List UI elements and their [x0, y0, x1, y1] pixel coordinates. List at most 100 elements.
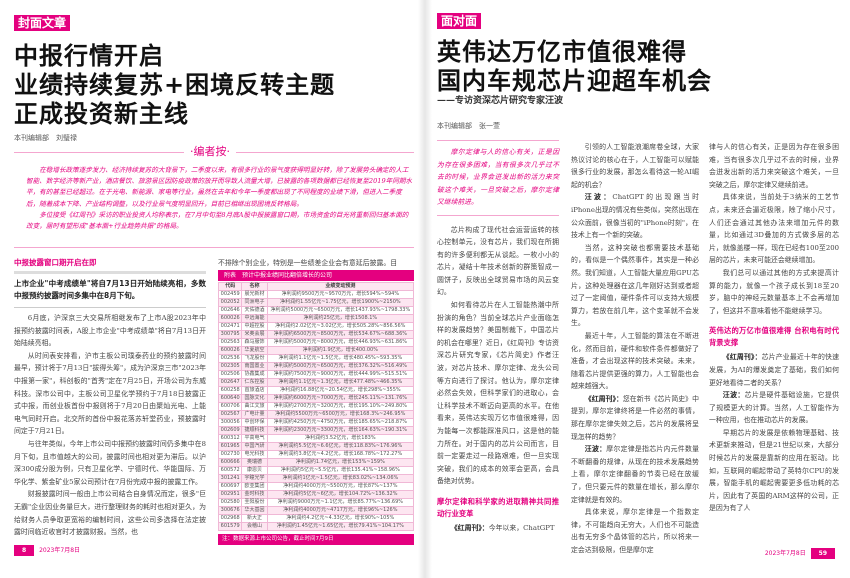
table-cell: 600697 — [217, 481, 243, 491]
table-row: 300795 米奥会展 净利润约6500万元~8500万元，增长534.67%~68… — [217, 329, 415, 339]
table-cell: 米奥会展 — [241, 329, 268, 339]
table-row: 600666 奥瑞德 净利润约1.74亿元，增长153%~159% — [217, 457, 415, 467]
subsection-heading: 英伟达的万亿市值很难得 台积电有时代背景支撑 — [709, 326, 839, 348]
table-row: 600026 华夏航空 净利润约1.9亿元，增长400.00% — [217, 345, 415, 355]
table-row: 301241 宇瞳光学 净利润约1亿元~1.5亿元，增长83.02%~134.06% — [217, 473, 415, 483]
table-row: 600312 平高电气 净利润约3.52亿元，增长183% — [217, 433, 415, 443]
table-cell: 301241 — [217, 473, 243, 483]
table-column: 不排除个别企业，特别是一些绩差企业会有意延后披露。目 附表 预计中报业绩同比翻倍… — [217, 257, 415, 545]
table-row: 002536 飞龙股份 净利润约1.1亿元~1.5亿元，增长480.45%~593.… — [217, 353, 415, 363]
paragraph-text: 今年以来，ChatGPT — [488, 523, 555, 532]
table-cell: 捷顺科技 — [241, 425, 268, 435]
title-line: 正成投资新主线 — [14, 100, 189, 128]
table-cell: 002506 — [217, 369, 243, 379]
right-page: 面对面 英伟达万亿市值很难得 国内车规芯片迎超车机会 ——专访资深芯片研究专家汪… — [425, 0, 850, 578]
paragraph: 汪波：ChatGPT的出现跟当时iPhone出现的情况有些类似，突然出现在公众面… — [571, 191, 699, 241]
left-page: 封面文章 中报行情开启 业绩持续复苏+困境反转主题 正成投资新主线 本刊编辑部 … — [14, 15, 415, 556]
paragraph-text: 律与人的信心有关，正是因为存在很多困难，当有很多次几乎过不去的时候，业界会迸发出… — [709, 143, 839, 189]
table-cell: 森马服饰 — [241, 337, 268, 347]
table-row: 600026 中远海能 净利润约25亿元，增长1508.1% — [217, 313, 415, 323]
paragraph: 财报披露时间一般由上市公司结合自身情况而定，很多"巨无霸"企业因业务量巨大，进行… — [14, 490, 206, 537]
page-gutter — [418, 0, 432, 578]
table-cell: 002647 — [217, 377, 243, 387]
paragraph: 从时间表安排看，沪市主板公司璞泰药业的预约披露时间最早，预计将于7月13日"拔得… — [14, 351, 206, 436]
column-header: 名称 — [241, 281, 268, 291]
table-cell: 中国汽研 — [241, 441, 268, 451]
table-cell: 002567 — [217, 409, 243, 419]
paragraph: 芯片构成了现代社会运营运转的核心控制单元，没有芯片，我们现在所拥有的许多便利都无… — [437, 224, 559, 300]
table-cell: 中创环保 — [241, 417, 268, 427]
paragraph-text: 我们总可以通过其他的方式来提高计算的能力，就像一个孩子成长到18至20岁，脑中的… — [709, 268, 839, 315]
table-cell: 首旅酒店 — [241, 385, 268, 395]
paragraph: 早期芯片的发展是依赖物理基础、技术更新来推动，但是21世纪以来，大部分时候芯片的… — [709, 427, 839, 515]
table-row: 600640 国脉文化 净利润约6000万元~7000万元，增长245.11%~13… — [217, 393, 415, 403]
title-line: 中报行情开启 — [14, 42, 164, 70]
paragraph: 《红周刊》：您在新书《芯片简史》中提到，摩尔定律终将是一件必然的事情，那在摩尔定… — [571, 393, 699, 443]
column-header: 业绩变动预测 — [266, 281, 415, 291]
table-cell: 002471 — [217, 321, 243, 331]
table-caption: 附表 预计中报业绩同比翻倍增长的公司 — [218, 269, 414, 281]
paragraph: 汪波：摩尔定律是指芯片内元件数量不断翻番的规律，从现在的技术发展趋势上看，摩尔定… — [571, 443, 699, 506]
table-cell: 净利润约4000万元~5500万元，增长87%~137% — [266, 481, 415, 491]
table-cell: 002305 — [217, 361, 243, 371]
table-cell: 净利润约5000万元~8000万元，增长446.93%~631.86% — [266, 337, 415, 347]
speaker-label: 汪波： — [584, 193, 613, 202]
paragraph-text: 最近十年，人工智能的算法在不断进化，然而目前，硬件和软件条件都做好了准备，才会出… — [571, 331, 699, 391]
speaker-label: 《红周刊》： — [584, 394, 623, 403]
table-cell: 康恩贝 — [241, 465, 268, 475]
table-cell: 002646 — [217, 305, 243, 315]
table-cell: 净利润约3.52亿元，增长183% — [266, 433, 415, 443]
table-cell: 净利润约5000万元~6500万元，增长376.32%~516.49% — [266, 361, 415, 371]
page-number: 8 — [14, 545, 35, 556]
table-cell: 净利润约1.74亿元，增长153%~159% — [266, 457, 415, 467]
table-cell: 仁东控股 — [241, 377, 268, 387]
table-cell: 同洲电子 — [241, 297, 268, 307]
table-cell: 净利润约5亿元~6亿元，增长104.72%~136.32% — [266, 489, 415, 499]
table-cell: 净利润约1.9亿元，增长400.00% — [266, 345, 415, 355]
table-cell: 南国置业 — [241, 361, 268, 371]
speaker-label: 汪波： — [722, 391, 745, 400]
column-2: 引领的人工智能浪潮席卷全球，大家热议讨论的核心在于，人工智能可以赋能很多行业的发… — [571, 141, 699, 557]
table-cell: 002459 — [217, 289, 243, 299]
paragraph: 引领的人工智能浪潮席卷全球，大家热议讨论的核心在于，人工智能可以赋能很多行业的发… — [571, 141, 699, 191]
table-cell: 新大正 — [241, 513, 268, 523]
editor-note-heading: ·编者按· — [184, 145, 236, 159]
paragraph: 《红周刊》：今年以来，ChatGPT — [437, 522, 559, 535]
page-footer: 2023年7月8日 59 — [725, 548, 835, 559]
table-row: 300056 中创环保 净利润约4250万元~4750万元，增长185.65%~21… — [217, 417, 415, 427]
table-cell: 净利润约2700万元~3200万元，增长195.10%~249.80% — [266, 401, 415, 411]
table-cell: 金时科技 — [241, 489, 268, 499]
table-cell: 平高电气 — [241, 433, 268, 443]
table-cell: 300676 — [217, 505, 243, 515]
table-cell: 华大基因 — [241, 505, 268, 515]
subtitle: ——专访资深芯片研究专家汪波 — [437, 96, 564, 106]
subsection-heading: 摩尔定律和科学家的进取精神共同推动行业变革 — [437, 496, 559, 518]
speaker-label: 汪波： — [584, 445, 607, 454]
editor-note-text: 在稳增长政策逐步发力、经济持续复苏的大背景下，二季度以来，有很多行业的景气度获得… — [26, 165, 414, 232]
table-cell: 002730 — [217, 449, 243, 459]
table-cell: 净利润约1亿元~1.5亿元，增长83.02%~134.06% — [266, 473, 415, 483]
paragraph: 当然，这种突破也都需要技术基础的，看似是一个偶然事件，其实是一种必然。我们知道，… — [571, 242, 699, 330]
table-cell: 飞龙股份 — [241, 353, 268, 363]
table-row: 002647 仁东控股 净利润约1.1亿元~1.3亿元，增长477.48%~466.… — [217, 377, 415, 387]
table-row: 002052 同洲电子 净利润约1.55亿元~1.75亿元，增长1900%~2150… — [217, 297, 415, 307]
table-row: 002506 协鑫集成 净利润约7500万元~9000万元，增长444.99%~51… — [217, 369, 415, 379]
table-cell: 净利润约1.55亿元~1.75亿元，增长1900%~2150% — [266, 297, 415, 307]
table-cell: 净利润约1.1亿元~1.3亿元，增长477.48%~466.35% — [266, 377, 415, 387]
table-cell: 中远海能 — [241, 313, 268, 323]
table-cell: 002052 — [217, 297, 243, 307]
article-title: 英伟达万亿市值很难得 国内车规芯片迎超车机会 — [437, 38, 712, 96]
table-row: 600697 欧亚集团 净利润约4000万元~5500万元，增长87%~137% — [217, 481, 415, 491]
speaker-label: 《红周刊》： — [722, 353, 762, 362]
table-cell: 净利润约2.02亿元~3.02亿元，增长505.28%~856.56% — [266, 321, 415, 331]
paragraph-text: 摩尔定律是指芯片内元件数量不断翻番的规律，从现在的技术发展趋势上看，摩尔定律翻番… — [571, 445, 700, 504]
issue-date: 2023年7月8日 — [764, 550, 806, 557]
paragraph-text: ChatGPT的出现跟当时iPhone出现的情况有些类似，突然出现在公众面前，很… — [571, 193, 699, 240]
table-cell: 净利润约9500万元~9570万元，增长594%~594% — [266, 289, 415, 299]
table-row: 601579 会稽山 净利润约1.45亿元~1.65亿元，增长79.41%~104.… — [217, 521, 415, 531]
table-row: 002646 天佑德酒 净利润约5000万元~6500万元，增长1437.93%~1… — [217, 305, 415, 315]
table-cell: 会稽山 — [241, 521, 268, 531]
table-cell: 曲江文旅 — [241, 401, 268, 411]
table-cell: 002563 — [217, 337, 243, 347]
title-line: 业绩持续复苏+困境反转主题 — [14, 71, 336, 99]
